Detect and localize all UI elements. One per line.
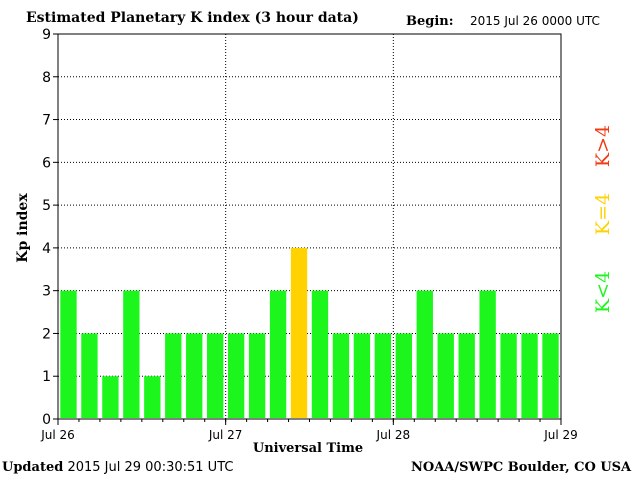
kp-bar xyxy=(521,333,538,418)
kp-bar xyxy=(102,376,119,418)
begin-value: 2015 Jul 26 0000 UTC xyxy=(470,14,600,28)
kp-bar xyxy=(165,333,182,418)
x-tick-label: Jul 27 xyxy=(208,428,243,442)
y-tick-label: 3 xyxy=(42,284,51,300)
legend-below: K<4 xyxy=(592,271,614,313)
begin-label: Begin: xyxy=(406,14,454,29)
kp-bar xyxy=(311,290,329,418)
kp-bar xyxy=(248,333,266,418)
kp-bar xyxy=(269,290,287,418)
kp-bar xyxy=(353,333,371,418)
updated-info: Updated 2015 Jul 29 00:30:51 UTC xyxy=(2,460,233,475)
updated-label: Updated xyxy=(2,460,64,475)
legend-equal: K=4 xyxy=(592,193,614,235)
y-tick-label: 4 xyxy=(42,241,51,257)
kp-bar xyxy=(290,247,308,418)
x-tick-label: Jul 26 xyxy=(40,428,75,442)
y-tick-label: 7 xyxy=(42,113,51,129)
grid-lines xyxy=(58,34,561,419)
kp-bar xyxy=(500,333,517,418)
updated-value: 2015 Jul 29 00:30:51 UTC xyxy=(67,460,234,475)
kp-bar xyxy=(437,333,454,418)
y-tick-label: 0 xyxy=(42,412,51,428)
kp-bar xyxy=(81,333,98,418)
kp-bar xyxy=(60,290,77,418)
kp-bar xyxy=(207,333,224,418)
y-tick-label: 2 xyxy=(42,326,51,342)
x-tick-label: Jul 29 xyxy=(543,428,578,442)
kp-bar xyxy=(374,333,392,418)
y-axis-label: Kp index xyxy=(15,193,31,263)
kp-bar xyxy=(186,333,203,418)
legend-above: K>4 xyxy=(592,125,614,167)
y-tick-label: 8 xyxy=(42,70,51,86)
y-tick-label: 1 xyxy=(42,369,51,385)
x-tick-label: Jul 28 xyxy=(376,428,411,442)
kp-bar xyxy=(479,290,496,418)
x-axis-label: Universal Time xyxy=(253,441,363,456)
kp-bar xyxy=(144,376,161,418)
kp-bar xyxy=(542,333,559,418)
y-tick-label: 5 xyxy=(42,198,51,214)
kp-bar xyxy=(123,290,140,418)
kp-bar xyxy=(227,333,245,418)
kp-bar xyxy=(332,333,350,418)
kp-bar xyxy=(416,290,433,418)
y-tick-label: 9 xyxy=(42,27,51,43)
kp-bar xyxy=(458,333,475,418)
source-credit: NOAA/SWPC Boulder, CO USA xyxy=(411,460,632,475)
legend: K<4 K=4 K>4 xyxy=(592,125,614,313)
bars xyxy=(60,247,559,418)
y-tick-label: 6 xyxy=(42,155,51,171)
chart-title: Estimated Planetary K index (3 hour data… xyxy=(26,10,359,26)
kp-bar xyxy=(395,333,412,418)
y-ticks: 0 1 2 3 4 5 6 7 8 9 xyxy=(42,27,58,428)
x-ticks: Jul 26 Jul 27 Jul 28 Jul 29 xyxy=(40,419,578,442)
